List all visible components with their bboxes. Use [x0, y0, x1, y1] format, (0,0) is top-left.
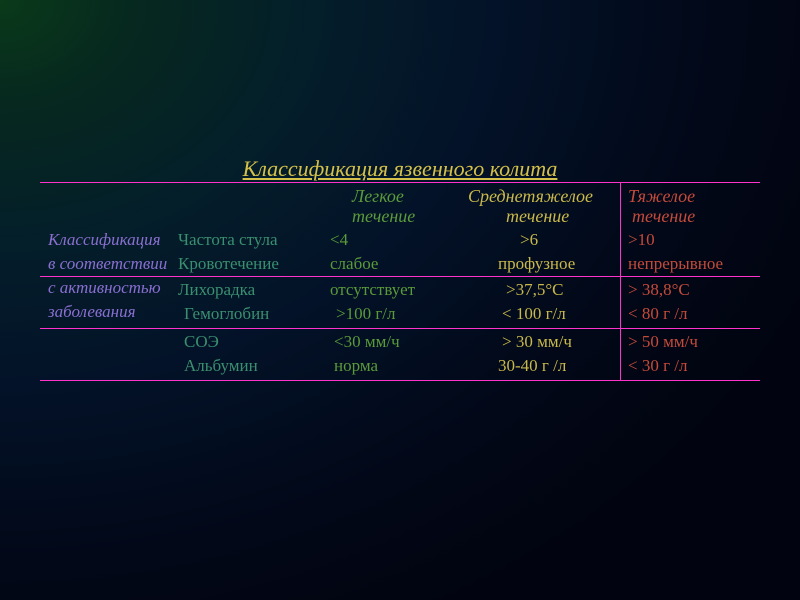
slide-root: Классификация язвенного колита Легкое те… [0, 0, 800, 600]
param-r1: Частота стула [178, 230, 278, 250]
param-r2: Кровотечение [178, 254, 279, 274]
severe-r1: >10 [628, 230, 655, 250]
moderate-r2: профузное [498, 254, 575, 274]
param-r5: СОЭ [184, 332, 219, 352]
slide-title: Классификация язвенного колита [0, 156, 800, 182]
rule-mid2 [40, 328, 760, 329]
header-moderate-1: Среднетяжелое [468, 186, 593, 207]
severe-r4: < 80 г /л [628, 304, 688, 324]
mild-r3: отсутствует [330, 280, 415, 300]
param-r3: Лихорадка [178, 280, 255, 300]
header-severe-2: течение [632, 206, 695, 227]
severe-r5: > 50 мм/ч [628, 332, 698, 352]
header-mild-1: Легкое [352, 186, 404, 207]
severe-r3: > 38,8°С [628, 280, 690, 300]
param-r6: Альбумин [184, 356, 258, 376]
moderate-r5: > 30 мм/ч [502, 332, 572, 352]
mild-r2: слабое [330, 254, 378, 274]
left-label-2: в соответствии [48, 254, 167, 274]
param-r4: Гемоглобин [184, 304, 269, 324]
mild-r5: <30 мм/ч [334, 332, 400, 352]
moderate-r4: < 100 г/л [502, 304, 566, 324]
left-label-1: Классификация [48, 230, 161, 250]
mild-r4: >100 г/л [336, 304, 396, 324]
rule-vert [620, 182, 621, 380]
moderate-r6: 30-40 г /л [498, 356, 566, 376]
severe-r6: < 30 г /л [628, 356, 688, 376]
header-mild-2: течение [352, 206, 415, 227]
moderate-r3: >37,5°С [506, 280, 563, 300]
rule-top [40, 182, 760, 183]
header-severe-1: Тяжелое [628, 186, 695, 207]
mild-r6: норма [334, 356, 378, 376]
severe-r2: непрерывное [628, 254, 723, 274]
rule-bottom [40, 380, 760, 381]
header-moderate-2: течение [506, 206, 569, 227]
mild-r1: <4 [330, 230, 348, 250]
moderate-r1: >6 [520, 230, 538, 250]
left-label-3: с активностью [48, 278, 161, 298]
left-label-4: заболевания [48, 302, 136, 322]
rule-mid1 [40, 276, 760, 277]
